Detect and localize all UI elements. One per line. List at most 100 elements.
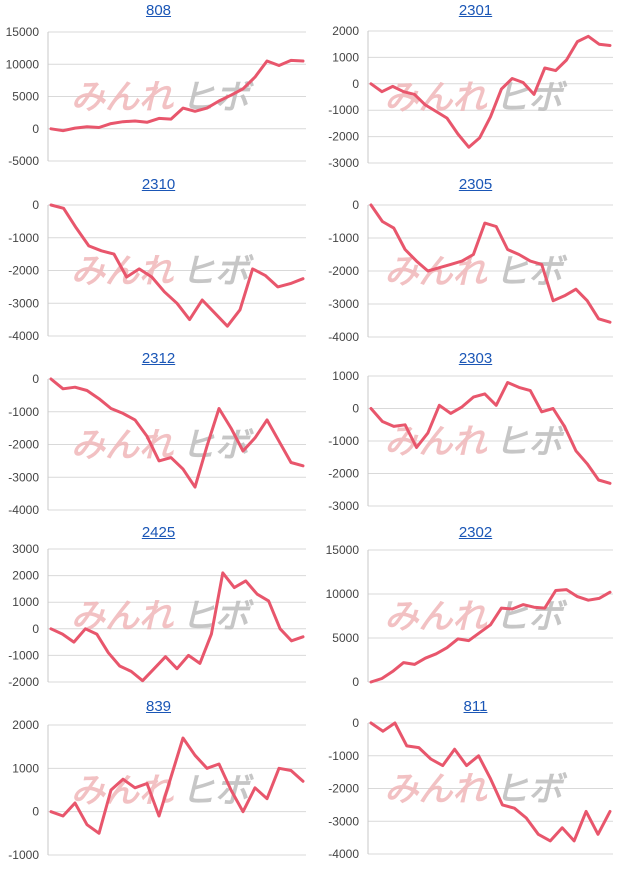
y-tick-label: -3000 bbox=[328, 814, 359, 828]
chart-title-2301[interactable]: 2301 bbox=[458, 2, 493, 19]
chart-panel-2303: 2303 1000 0 -1000 -2000 -3000 みんれ ヒボ bbox=[317, 348, 634, 522]
y-tick-label: -1000 bbox=[8, 231, 39, 245]
series-line bbox=[49, 736, 305, 835]
series-line bbox=[369, 34, 612, 149]
y-tick-label: 0 bbox=[352, 402, 359, 416]
y-tick-label: -2000 bbox=[8, 675, 39, 689]
chart-panel-2301: 2301 2000 1000 0 -1000 -2000 -3000 みんれ ヒボ bbox=[317, 0, 634, 174]
series-line bbox=[369, 203, 612, 324]
series-line bbox=[369, 588, 612, 684]
chart-panel-2310: 2310 0 -1000 -2000 -3000 -4000 みんれ ヒボ bbox=[0, 174, 317, 348]
y-tick-label: 5000 bbox=[332, 631, 359, 645]
line-chart-811: 0 -1000 -2000 -3000 -4000 みんれ ヒボ bbox=[328, 716, 613, 861]
y-tick-label: 0 bbox=[32, 622, 39, 636]
y-tick-label: 0 bbox=[32, 198, 39, 212]
y-tick-label: -1000 bbox=[328, 231, 359, 245]
watermark-logo-part1: みんれ bbox=[71, 78, 174, 118]
chart-title-811[interactable]: 811 bbox=[463, 698, 488, 715]
y-tick-label: 2000 bbox=[332, 24, 359, 38]
y-tick-label: -1000 bbox=[8, 848, 39, 862]
watermark-logo-part2: ヒボ bbox=[495, 770, 568, 810]
y-tick-label: 1000 bbox=[332, 50, 359, 64]
chart-title-2312[interactable]: 2312 bbox=[141, 350, 176, 367]
watermark-logo-part2: ヒボ bbox=[495, 422, 568, 462]
y-tick-label: -3000 bbox=[328, 499, 359, 513]
y-tick-label: -1000 bbox=[328, 749, 359, 763]
y-tick-label: -2000 bbox=[328, 264, 359, 278]
chart-panel-2425: 2425 3000 2000 1000 0 -1000 -2000 みんれ ヒボ bbox=[0, 522, 317, 696]
watermark-logo-part2: ヒボ bbox=[495, 597, 568, 637]
watermark-logo-part1: みんれ bbox=[385, 422, 488, 462]
line-chart-2303: 1000 0 -1000 -2000 -3000 みんれ ヒボ bbox=[328, 369, 613, 513]
chart-title-839[interactable]: 839 bbox=[145, 698, 172, 715]
chart-title-2425[interactable]: 2425 bbox=[141, 524, 176, 541]
y-tick-label: -3000 bbox=[8, 296, 39, 310]
chart-title-2310[interactable]: 2310 bbox=[141, 176, 176, 193]
chart-title-808[interactable]: 808 bbox=[145, 2, 172, 19]
chart-panel-2312: 2312 0 -1000 -2000 -3000 -4000 みんれ ヒボ bbox=[0, 348, 317, 522]
y-tick-label: -1000 bbox=[328, 103, 359, 117]
y-tick-label: 1000 bbox=[12, 595, 39, 609]
series-line bbox=[49, 58, 305, 133]
chart-panel-811: 811 0 -1000 -2000 -3000 -4000 みんれ ヒボ bbox=[317, 696, 634, 870]
watermark-logo-part2: ヒボ bbox=[181, 426, 254, 466]
watermark-logo-part2: ヒボ bbox=[495, 252, 568, 292]
y-tick-label: 0 bbox=[352, 198, 359, 212]
y-tick-label: -3000 bbox=[8, 470, 39, 484]
y-tick-label: 10000 bbox=[6, 57, 40, 71]
watermark-logo-part1: みんれ bbox=[385, 252, 488, 292]
series-line bbox=[369, 721, 612, 843]
y-tick-label: -2000 bbox=[8, 438, 39, 452]
chart-panel-2305: 2305 0 -1000 -2000 -3000 -4000 みんれ ヒボ bbox=[317, 174, 634, 348]
line-chart-2305: 0 -1000 -2000 -3000 -4000 みんれ ヒボ bbox=[328, 198, 613, 344]
chart-title-2305[interactable]: 2305 bbox=[458, 176, 493, 193]
y-tick-label: 0 bbox=[32, 805, 39, 819]
line-chart-2302: 15000 10000 5000 0 みんれ ヒボ bbox=[326, 543, 613, 689]
y-tick-label: 0 bbox=[352, 675, 359, 689]
y-tick-label: -4000 bbox=[8, 503, 39, 517]
y-tick-label: -3000 bbox=[328, 156, 359, 170]
y-tick-label: 5000 bbox=[12, 90, 39, 104]
watermark-logo-part2: ヒボ bbox=[181, 252, 254, 292]
line-chart-839: 2000 1000 0 -1000 みんれ ヒボ bbox=[8, 718, 306, 862]
y-tick-label: 0 bbox=[352, 77, 359, 91]
y-tick-label: -1000 bbox=[8, 405, 39, 419]
chart-panel-839: 839 2000 1000 0 -1000 みんれ ヒボ bbox=[0, 696, 317, 870]
chart-panel-808: 808 15000 10000 5000 0 -5000 みんれ ヒボ bbox=[0, 0, 317, 174]
y-tick-label: -4000 bbox=[328, 847, 359, 861]
y-tick-label: 0 bbox=[32, 122, 39, 136]
y-tick-label: -5000 bbox=[8, 154, 39, 168]
y-tick-label: -2000 bbox=[328, 782, 359, 796]
y-tick-label: 0 bbox=[32, 372, 39, 386]
chart-title-2303[interactable]: 2303 bbox=[458, 350, 493, 367]
series-line bbox=[369, 381, 612, 485]
watermark-logo-part1: みんれ bbox=[71, 771, 174, 811]
y-tick-label: 1000 bbox=[332, 369, 359, 383]
y-tick-label: -1000 bbox=[328, 434, 359, 448]
chart-panel-2302: 2302 15000 10000 5000 0 みんれ ヒボ bbox=[317, 522, 634, 696]
y-tick-label: -3000 bbox=[328, 297, 359, 311]
watermark-logo-part2: ヒボ bbox=[181, 771, 254, 811]
y-tick-label: 15000 bbox=[6, 25, 40, 39]
series-line bbox=[49, 571, 305, 683]
y-tick-label: 2000 bbox=[12, 569, 39, 583]
chart-title-2302[interactable]: 2302 bbox=[458, 524, 493, 541]
y-tick-label: 3000 bbox=[12, 542, 39, 556]
y-tick-label: 0 bbox=[352, 716, 359, 730]
series-line bbox=[49, 377, 305, 489]
y-tick-label: 10000 bbox=[326, 587, 360, 601]
y-tick-label: -2000 bbox=[328, 130, 359, 144]
watermark-logo-part1: みんれ bbox=[385, 770, 488, 810]
y-tick-label: -2000 bbox=[328, 467, 359, 481]
y-tick-label: -4000 bbox=[8, 329, 39, 343]
y-tick-label: 2000 bbox=[12, 718, 39, 732]
y-tick-label: 1000 bbox=[12, 761, 39, 775]
y-tick-label: -1000 bbox=[8, 648, 39, 662]
watermark-logo-part1: みんれ bbox=[385, 597, 488, 637]
y-tick-label: -2000 bbox=[8, 264, 39, 278]
